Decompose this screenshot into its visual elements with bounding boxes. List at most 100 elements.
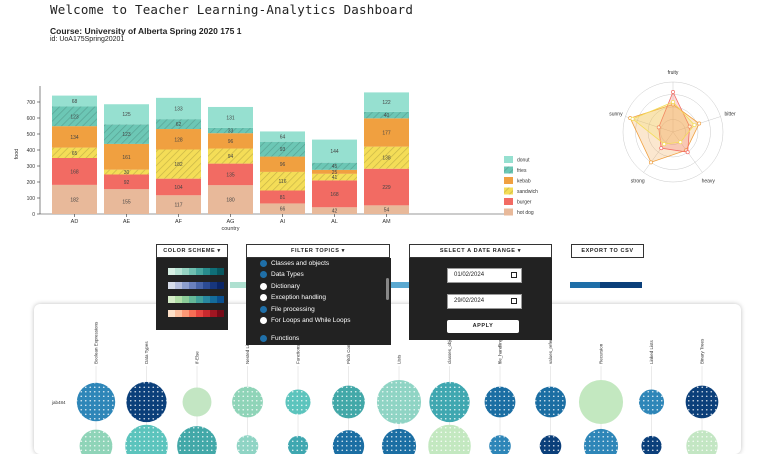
bar-data-label: 40: [384, 113, 390, 119]
bar-AF-hot dog: [156, 195, 201, 214]
color-scheme-button[interactable]: COLOR SCHEME ▾: [156, 244, 228, 258]
apply-button[interactable]: APPLY: [447, 320, 519, 333]
topic-option[interactable]: Exception handling: [260, 294, 326, 302]
topic-toggle-icon[interactable]: [260, 282, 267, 290]
bar-AD-donut: [52, 95, 97, 107]
bar-data-label: 161: [122, 155, 131, 161]
page-title: Welcome to Teacher Learning-Analytics Da…: [50, 2, 414, 17]
color-swatch: [168, 268, 175, 275]
topic-option[interactable]: File processing: [260, 305, 315, 313]
topic-bubble-texture: [685, 385, 719, 419]
topic-bubble-texture: [535, 386, 566, 418]
bar-AF-donut: [156, 97, 201, 120]
color-scheme-option[interactable]: [168, 310, 224, 317]
radar-series-1: [629, 104, 700, 163]
radar-point: [692, 123, 697, 127]
radar-point: [685, 150, 690, 155]
bar-AE-burger: [104, 174, 149, 190]
bar-data-label: 54: [384, 208, 390, 214]
bar-data-label: 128: [174, 137, 183, 143]
bar-AD-hot dog: [52, 184, 97, 214]
radar-point: [656, 125, 661, 130]
bar-hatch: [260, 171, 305, 191]
column-label: Boolean Expressions: [94, 321, 99, 364]
bar-AD-burger: [52, 158, 97, 185]
topic-bubble: [182, 387, 212, 417]
radar-point: [659, 146, 664, 151]
topic-bubble-texture: [332, 430, 365, 454]
color-scheme-option[interactable]: [168, 296, 224, 303]
x-tick-label: AI: [280, 219, 286, 225]
color-swatch: [175, 282, 182, 289]
topic-toggle-icon[interactable]: [260, 271, 267, 279]
color-swatch: [189, 296, 196, 303]
date-range-button[interactable]: SELECT A DATE RANGE ▾: [409, 244, 552, 258]
topic-toggle-icon[interactable]: [260, 294, 267, 302]
topic-option[interactable]: Dictionary: [260, 282, 300, 290]
x-tick-label: AM: [382, 219, 391, 225]
filter-topics-button[interactable]: FILTER TOPICS ▾: [246, 244, 390, 258]
topics-scrollbar[interactable]: [386, 278, 389, 300]
bar-AG-donut: [208, 106, 253, 128]
topic-toggle-icon[interactable]: [260, 260, 267, 267]
topic-option[interactable]: Classes and objects: [260, 260, 329, 267]
start-date-value: 01/02/2024: [454, 272, 485, 278]
bar-AF-burger: [156, 178, 201, 196]
topic-bubble-texture: [177, 426, 217, 454]
bar-data-label: 133: [174, 106, 183, 112]
color-swatch: [168, 282, 175, 289]
bar-hatch: [156, 149, 201, 179]
bar-data-label: 123: [70, 114, 79, 120]
bar-data-label: 116: [279, 179, 287, 185]
column-label: Functions: [296, 344, 301, 364]
color-swatch: [175, 310, 182, 317]
topic-toggle-icon[interactable]: [260, 335, 267, 342]
column-label: Pitch Competit...: [346, 331, 351, 364]
topic-bubble-texture: [236, 435, 259, 454]
topic-bubble-texture: [76, 382, 116, 422]
bar-AM-kebab: [364, 118, 409, 147]
bar-AI-donut: [260, 131, 305, 142]
y-tick-label: 600: [27, 116, 36, 122]
topic-option[interactable]: For Loops and While Loops: [260, 317, 359, 324]
bar-hatch: [364, 146, 409, 169]
topic-bubble-texture: [79, 429, 113, 454]
y-tick-label: 700: [27, 100, 36, 106]
bar-hatch: [104, 124, 149, 144]
radar-point: [687, 124, 692, 129]
bar-data-label: 94: [228, 154, 234, 160]
y-tick-label: 500: [27, 132, 36, 138]
bar-data-label: 229: [382, 185, 391, 191]
color-scheme-option[interactable]: [168, 282, 224, 289]
topic-option[interactable]: Functions: [260, 335, 299, 342]
bar-data-label: 122: [382, 100, 391, 106]
x-tick-label: AD: [71, 219, 79, 225]
bar-data-label: 135: [226, 172, 235, 178]
calendar-icon[interactable]: [511, 298, 517, 304]
color-swatch: [175, 268, 182, 275]
slider-segment-3: [570, 282, 600, 288]
legend-swatch: [504, 177, 513, 184]
calendar-icon[interactable]: [511, 272, 517, 278]
radar-axis: [672, 116, 721, 133]
topic-toggle-icon[interactable]: [260, 317, 267, 324]
topic-toggle-icon[interactable]: [260, 305, 267, 313]
topic-option[interactable]: Data Types: [260, 271, 304, 279]
filter-topics-dropdown: Classes and objects Data Types Dictionary E…: [246, 258, 391, 345]
x-tick-label: AL: [331, 219, 338, 225]
color-swatch: [217, 310, 224, 317]
start-date-input[interactable]: 01/02/2024: [447, 268, 522, 283]
bar-data-label: 65: [72, 151, 78, 157]
legend-label: sandwich: [517, 189, 538, 195]
color-swatch: [217, 268, 224, 275]
color-swatch: [182, 310, 189, 317]
bar-AI-kebab: [260, 156, 305, 172]
bar-data-label: 96: [228, 139, 234, 145]
color-swatch: [196, 282, 203, 289]
export-csv-button[interactable]: EXPORT TO CSV: [571, 244, 644, 258]
color-scheme-option[interactable]: [168, 268, 224, 275]
end-date-input[interactable]: 29/02/2024: [447, 294, 522, 309]
topic-bubble-texture: [332, 385, 365, 419]
color-swatch: [168, 310, 175, 317]
bar-data-label: 117: [175, 203, 183, 209]
